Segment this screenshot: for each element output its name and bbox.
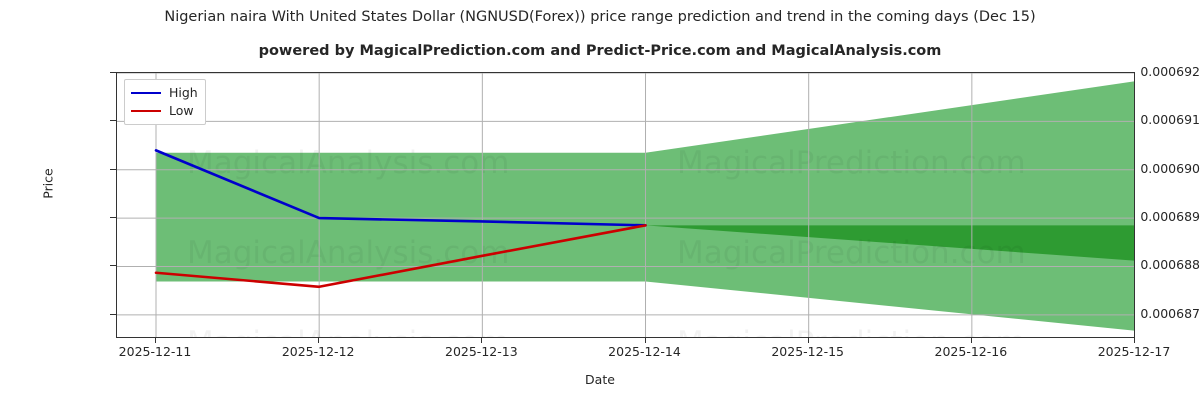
- x-tick-label: 2025-12-16: [934, 344, 1008, 359]
- x-tick-label: 2025-12-17: [1097, 344, 1171, 359]
- watermark-text: MagicalAnalysis.com: [187, 235, 509, 271]
- series-line-high: [154, 149, 647, 227]
- x-tick-mark: [155, 338, 156, 343]
- y-tick-mark: [110, 217, 116, 219]
- forecast-inner-cone: [645, 225, 1134, 261]
- x-tick-label: 2025-12-13: [445, 344, 518, 359]
- x-tick-mark: [481, 338, 483, 343]
- x-tick-label: 2025-12-15: [771, 344, 844, 359]
- chart-subtitle: powered by MagicalPrediction.com and Pre…: [258, 43, 942, 59]
- watermark-text: MagicalAnalysis.com: [187, 145, 509, 181]
- watermark-text: MagicalPrediction.com: [677, 325, 1026, 338]
- y-tick-label: 0.000689: [1140, 209, 1200, 225]
- x-tick-mark: [970, 338, 972, 343]
- forecast-outer-cone: [645, 81, 1134, 331]
- y-tick-mark: [110, 72, 116, 73]
- x-tick-label: 2025-12-14: [608, 344, 681, 359]
- y-tick-mark: [110, 313, 116, 315]
- x-tick-label: 2025-12-11: [118, 344, 192, 359]
- plot-area: MagicalAnalysis.com MagicalPrediction.com…: [116, 72, 1135, 338]
- watermark-text: MagicalPrediction.com: [677, 235, 1026, 271]
- legend-item-low: Low: [131, 102, 198, 120]
- y-tick-label: 0.000691: [1140, 112, 1200, 128]
- y-tick-label: 0.000688: [1140, 257, 1200, 273]
- watermark-text: MagicalPrediction.com: [677, 145, 1026, 181]
- legend-swatch-high-line: [131, 92, 161, 94]
- y-tick-label: 0.000692: [1140, 64, 1200, 79]
- x-tick-label: 2025-12-12: [281, 344, 355, 359]
- legend-label-high: High: [169, 85, 198, 100]
- legend-item-high: High: [131, 84, 198, 102]
- chart-legend: High Low: [124, 79, 206, 125]
- y-tick-mark: [110, 265, 116, 267]
- x-tick-mark: [1134, 338, 1136, 343]
- legend-label-low: Low: [169, 103, 194, 118]
- y-tick-label: 0.000687: [1140, 305, 1200, 321]
- plot-canvas: MagicalAnalysis.com MagicalPrediction.com…: [117, 73, 1134, 338]
- watermark-text: MagicalAnalysis.com: [187, 325, 509, 338]
- y-axis-label: Price: [40, 168, 56, 199]
- series-line-low: [154, 224, 647, 289]
- legend-swatch-low-line: [131, 110, 161, 112]
- x-tick-mark: [318, 338, 320, 343]
- y-tick-mark: [110, 168, 116, 170]
- x-tick-mark: [644, 338, 646, 343]
- x-tick-mark: [807, 338, 809, 343]
- x-axis-label: Date: [585, 372, 615, 387]
- y-tick-mark: [110, 120, 116, 122]
- y-tick-label: 0.000690: [1140, 160, 1200, 176]
- chart-title: Nigerian naira With United States Dollar…: [164, 9, 1036, 25]
